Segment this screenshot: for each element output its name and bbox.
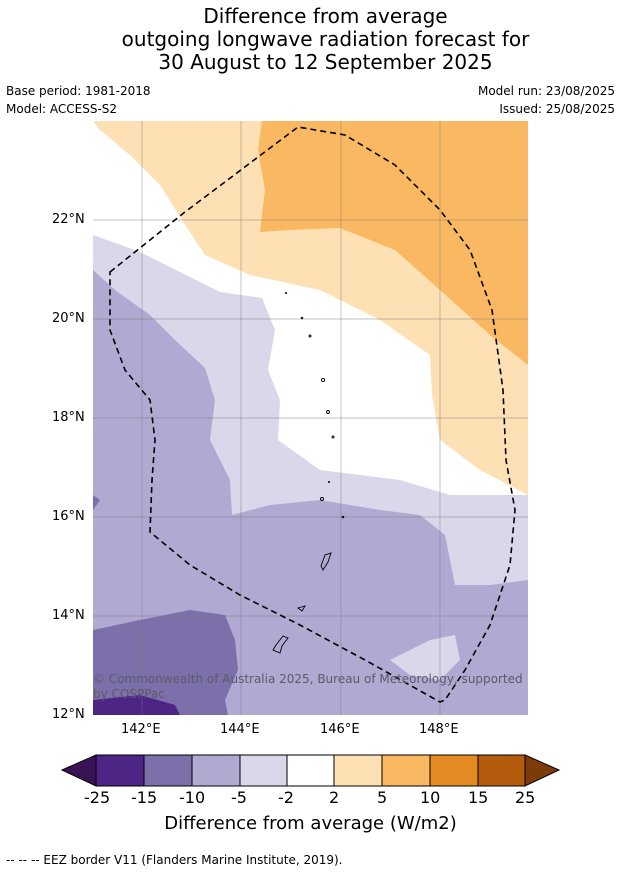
colorbar-label-4: -5: [231, 788, 247, 807]
island-rota: [297, 605, 306, 612]
colorbar-label-6: 2: [329, 788, 340, 807]
colorbar-bin-5: [286, 754, 335, 787]
issued-date: Issued: 25/08/2025: [499, 102, 615, 116]
title-line-3: 30 August to 12 September 2025: [158, 50, 493, 74]
island-2: [320, 377, 326, 383]
lon-tick-144: 144°E: [220, 722, 260, 737]
colorbar-bin-4: [239, 754, 288, 787]
eez-footnote: -- -- -- EEZ border V11 (Flanders Marine…: [6, 853, 343, 867]
anomaly-region-minus5: [93, 270, 528, 715]
lat-tick-22: 22°N: [52, 212, 85, 227]
colorbar-extend-high: [524, 754, 561, 787]
colorbar-label-9: 15: [468, 788, 489, 807]
lat-tick-20: 20°N: [52, 311, 85, 326]
eez-border: [109, 126, 516, 703]
island-9: [327, 480, 331, 484]
island-1: [320, 497, 324, 501]
islands: [272, 291, 345, 654]
lat-tick-12: 12°N: [52, 707, 85, 722]
island-4: [331, 435, 335, 439]
colorbar-bin-6: [333, 754, 383, 787]
island-guam: [272, 635, 289, 654]
map-area: [93, 121, 528, 715]
colorbar: [60, 754, 561, 787]
meta-left: Base period: 1981-2018 Model: ACCESS-S2: [6, 82, 151, 118]
title-line-1: Difference from average: [203, 4, 448, 28]
lat-tick-18: 18°N: [52, 410, 85, 425]
meta-right: Model run: 23/08/2025 Issued: 25/08/2025: [478, 82, 615, 118]
colorbar-bin-9: [477, 754, 526, 787]
chart-title: Difference from average outgoing longwav…: [0, 5, 621, 74]
model-name: Model: ACCESS-S2: [6, 102, 118, 116]
colorbar-label-7: 5: [377, 788, 388, 807]
model-run: Model run: 23/08/2025: [477, 84, 615, 98]
lon-tick-142: 142°E: [121, 722, 161, 737]
lat-tick-16: 16°N: [52, 509, 85, 524]
colorbar-bin-8: [429, 754, 479, 787]
anomaly-region-minus15: [93, 695, 180, 715]
anomaly-region-plus5: [258, 121, 528, 365]
colorbar-label-2: -15: [131, 788, 158, 807]
island-6: [300, 316, 304, 320]
base-period: Base period: 1981-2018: [6, 84, 151, 98]
colorbar-bin-2: [143, 754, 193, 787]
colorbar-title: Difference from average (W/m2): [164, 813, 457, 834]
title-line-2: outgoing longwave radiation forecast for: [121, 27, 530, 51]
colorbar-bin-7: [381, 754, 431, 787]
colorbar-label-8: 10: [420, 788, 441, 807]
island-3: [326, 410, 330, 414]
gridlines: [93, 121, 528, 715]
colorbar-label-10: 25: [515, 788, 536, 807]
colorbar-label-5: -2: [278, 788, 294, 807]
lon-tick-146: 146°E: [320, 722, 360, 737]
colorbar-label-3: -10: [179, 788, 206, 807]
island-8: [341, 515, 345, 519]
colorbar-extend-low: [60, 754, 97, 787]
anomaly-region-neutral: [390, 635, 460, 680]
island-7: [284, 291, 288, 295]
island-saipan: [320, 552, 332, 571]
island-5: [308, 334, 312, 338]
lon-tick-148: 148°E: [419, 722, 459, 737]
lat-tick-14: 14°N: [52, 608, 85, 623]
anomaly-region-minus10: [93, 495, 238, 715]
colorbar-label-1: -25: [84, 788, 111, 807]
colorbar-bin-3: [191, 754, 241, 787]
map-credit: © Commonwealth of Australia 2025, Bureau…: [93, 672, 523, 701]
colorbar-bin-1: [95, 754, 145, 787]
